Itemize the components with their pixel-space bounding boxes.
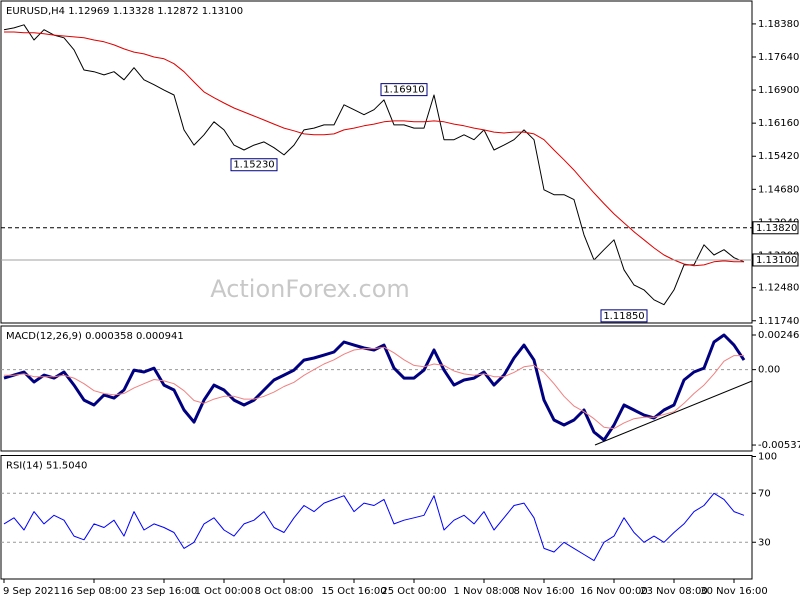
y-tick-label: 1.16900 xyxy=(758,85,799,96)
series-line xyxy=(3,492,745,562)
x-tick-label: 23 Sep 16:00 xyxy=(131,586,198,597)
x-tick-label: 9 Sep 2021 xyxy=(3,586,60,597)
y-tick-label: 1.16160 xyxy=(758,118,799,129)
y-tick-label: 70 xyxy=(758,488,771,499)
y-tick-label: 1.11740 xyxy=(758,316,799,327)
annotation-label: 1.15230 xyxy=(233,160,274,171)
panel-frame xyxy=(0,325,753,452)
series-line xyxy=(3,333,746,442)
series-line xyxy=(4,346,744,430)
x-tick-label: 8 Nov 16:00 xyxy=(513,586,574,597)
y-tick-label: 1.15420 xyxy=(758,151,799,162)
y-tick-label: -0.005375 xyxy=(758,440,800,451)
price-label-box xyxy=(752,221,799,235)
annotation-label: 1.16910 xyxy=(383,85,424,96)
panel-frame xyxy=(0,455,753,580)
price-label-box xyxy=(752,253,799,267)
x-tick-label: 15 Oct 16:00 xyxy=(321,586,386,597)
y-tick-label: 1.18380 xyxy=(758,19,799,30)
watermark: ActionForex.com xyxy=(210,275,410,303)
y-tick-label: 0.00 xyxy=(758,365,780,376)
y-tick-label: 0.002469 xyxy=(758,330,800,341)
x-tick-label: 16 Nov 00:00 xyxy=(580,586,647,597)
y-tick-label: 1.17640 xyxy=(758,52,799,63)
x-tick-label: 23 Nov 08:00 xyxy=(640,586,707,597)
price-label: 1.13100 xyxy=(756,255,797,266)
panel-title: RSI(14) 51.5040 xyxy=(6,461,87,472)
series-line xyxy=(3,24,745,306)
series-line xyxy=(4,31,744,267)
x-tick-label: 1 Oct 00:00 xyxy=(195,586,254,597)
x-tick-label: 16 Sep 08:00 xyxy=(61,586,128,597)
x-tick-label: 30 Nov 16:00 xyxy=(700,586,767,597)
annotation-box xyxy=(600,309,648,323)
y-tick-label: 1.12480 xyxy=(758,283,799,294)
annotation-box xyxy=(380,83,428,97)
y-tick-label: 100 xyxy=(758,452,777,463)
x-tick-label: 8 Oct 08:00 xyxy=(255,586,314,597)
panel-title: MACD(12,26,9) 0.000358 0.000941 xyxy=(6,331,184,342)
price-label: 1.13820 xyxy=(756,223,797,234)
y-tick-label: 30 xyxy=(758,537,771,548)
x-tick-label: 1 Nov 08:00 xyxy=(453,586,514,597)
panel-title: EURUSD,H4 1.12969 1.13328 1.12872 1.1310… xyxy=(6,6,243,17)
panel-frame xyxy=(0,0,753,324)
annotation-label: 1.11850 xyxy=(603,311,644,322)
x-tick-label: 25 Oct 00:00 xyxy=(381,586,446,597)
y-tick-label: 1.14680 xyxy=(758,184,799,195)
annotation-box xyxy=(230,158,278,172)
trend-line xyxy=(594,380,753,446)
